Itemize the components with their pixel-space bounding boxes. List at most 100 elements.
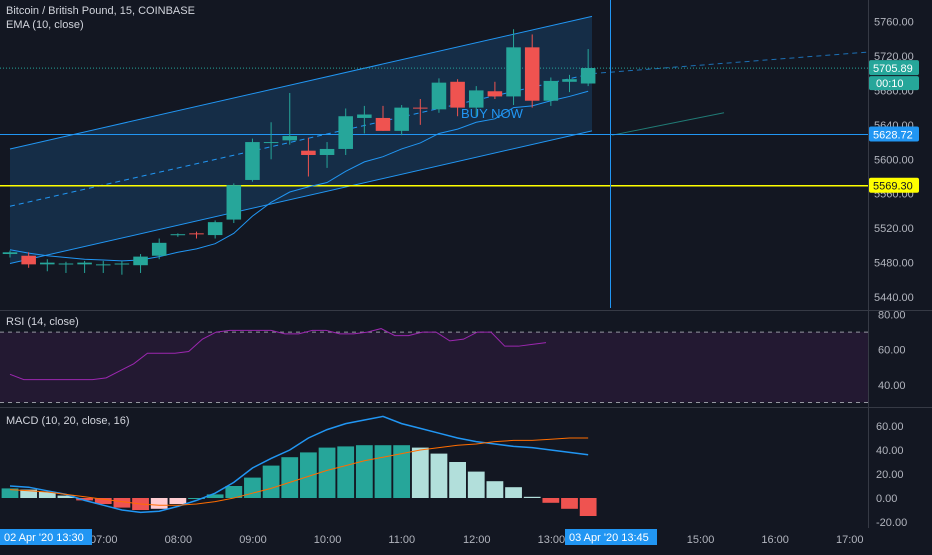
candle-body — [40, 262, 55, 265]
date-tag-bg — [0, 529, 92, 545]
macd-histogram-bar — [113, 498, 131, 508]
rsi-legend[interactable]: RSI (14, close) — [6, 316, 79, 328]
candle-body — [319, 148, 335, 155]
macd-histogram-bar — [411, 447, 429, 498]
macd-histogram-bar — [467, 471, 485, 498]
candle-body — [21, 255, 36, 265]
candle-body — [133, 256, 148, 266]
candle-body — [413, 107, 428, 109]
date-tag: 02 Apr '20 13:30 — [4, 532, 84, 544]
time-tick-label: 07:00 — [90, 534, 118, 546]
time-tick-label: 09:00 — [239, 534, 267, 546]
rsi-line — [9, 328, 547, 381]
candle-body — [580, 68, 596, 84]
price-tick-label: 5520.00 — [874, 223, 914, 235]
macd-histogram-bar — [486, 481, 504, 498]
trend-ray-line — [611, 112, 725, 136]
candle-body — [207, 222, 223, 236]
date-tag2-bg — [565, 529, 657, 545]
macd-histogram-bar — [57, 495, 75, 498]
candle-body — [431, 82, 447, 110]
time-tick-label: 08:00 — [165, 534, 193, 546]
candle-body — [543, 80, 559, 101]
macd-line — [9, 415, 589, 514]
candle-body — [114, 263, 130, 265]
candle-body — [301, 150, 316, 155]
macd-histogram-bar — [355, 445, 373, 498]
candle-body — [77, 262, 92, 265]
time-tick-label: 12:00 — [463, 534, 491, 546]
macd-histogram-bar — [188, 498, 205, 499]
price-tick-label: 5720.00 — [874, 51, 914, 63]
price-tick-label: 5440.00 — [874, 292, 914, 304]
macd-histogram-bar — [579, 498, 597, 516]
last-price-tag: 5705.89 — [873, 63, 913, 75]
macd-histogram-bar — [449, 462, 466, 498]
rsi-tick-label: 80.00 — [878, 310, 906, 322]
candle-body — [226, 185, 242, 220]
macd-histogram-bar — [505, 487, 522, 498]
price-tick-label: 5760.00 — [874, 17, 914, 29]
macd-histogram-bar — [542, 498, 560, 503]
candle-body — [524, 47, 540, 101]
macd-histogram-bar — [20, 489, 38, 498]
candle-body — [338, 116, 353, 149]
macd-histogram-bar — [393, 445, 411, 498]
candle-body — [189, 233, 204, 235]
candle-body — [506, 47, 521, 97]
candle-body — [263, 142, 279, 144]
candle-body — [487, 91, 503, 97]
macd-tick-label: -20.00 — [876, 517, 907, 529]
candle-body — [450, 81, 465, 108]
ema-line — [9, 90, 589, 262]
time-tick-label: 10:00 — [314, 534, 342, 546]
candle-body — [58, 263, 74, 265]
macd-histogram-bar — [150, 498, 168, 509]
time-axis-bg — [0, 528, 932, 550]
time-tick-label: 16:00 — [761, 534, 789, 546]
rsi-band-fill — [0, 332, 868, 403]
macd-histogram-bar — [1, 488, 19, 498]
macd-histogram-bar — [337, 446, 355, 498]
candle-body — [394, 107, 409, 131]
rsi-tick-label: 40.00 — [878, 380, 906, 392]
macd-histogram-bar — [318, 447, 336, 498]
candle-body — [357, 114, 372, 118]
time-tick-label: 15:00 — [687, 534, 715, 546]
macd-histogram-bar — [38, 492, 56, 498]
ema-legend[interactable]: EMA (10, close) — [6, 19, 84, 31]
time-tick-label: 17:00 — [836, 534, 864, 546]
last-price-tag-bg — [869, 60, 919, 76]
level-price-tag-bg — [869, 177, 919, 193]
macd-histogram-bar — [523, 496, 541, 498]
macd-histogram-bar — [94, 498, 112, 504]
rsi-tick-label: 60.00 — [878, 345, 906, 357]
price-tick-label: 5480.00 — [874, 258, 914, 270]
candle-body — [2, 252, 18, 255]
macd-tick-label: 60.00 — [876, 421, 904, 433]
macd-histogram-bar — [281, 457, 299, 498]
macd-tick-label: 0.00 — [876, 493, 897, 505]
countdown-tag-bg — [869, 76, 919, 91]
macd-histogram-bar — [225, 486, 243, 498]
macd-legend[interactable]: MACD (10, 20, close, 16) — [6, 415, 130, 427]
price-tick-label: 5600.00 — [874, 154, 914, 166]
macd-histogram-bar — [206, 494, 224, 498]
candle-body — [170, 234, 186, 236]
candle-body — [562, 79, 577, 82]
date-tag2: 03 Apr '20 13:45 — [569, 532, 649, 544]
buy-now-label: BUY NOW — [461, 106, 524, 121]
channel-upper-line — [9, 15, 593, 150]
macd-histogram-bar — [430, 453, 448, 498]
macd-histogram-bar — [374, 445, 392, 498]
channel-projection-line — [591, 51, 869, 75]
candle-body — [282, 136, 298, 141]
candle-body — [468, 90, 484, 108]
macd-histogram-bar — [561, 498, 578, 509]
macd-signal-line — [9, 437, 589, 506]
candle-body — [95, 264, 111, 266]
time-tick-label: 11:00 — [388, 534, 415, 546]
symbol-legend[interactable]: Bitcoin / British Pound, 15, COINBASE — [6, 5, 195, 17]
